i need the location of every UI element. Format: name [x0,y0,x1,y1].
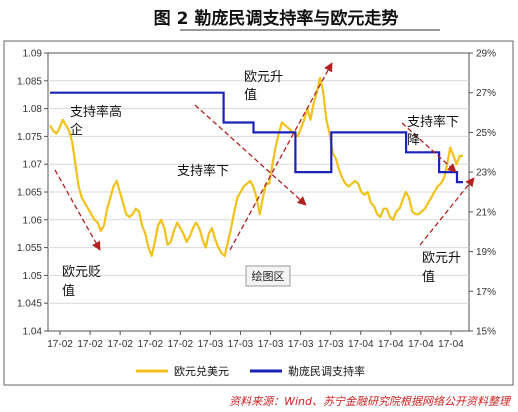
arrow-support-down-2 [401,122,457,173]
legend-support-label: 勒庞民调支持率 [288,364,365,378]
x-tick-label: 17-03 [288,339,314,350]
gridlines [48,80,469,304]
annotation-support-high: 支持率高 企 [70,104,126,138]
left-tick-label: 1.07 [23,160,43,171]
x-tick-label: 17-04 [348,339,374,350]
left-tick-label: 1.065 [17,188,42,199]
annotations: 支持率高 企 欧元贬 值 支持率下 欧元升 值 支持率下 降 欧元升 值 [62,70,465,299]
x-tick-label: 17-02 [168,339,194,350]
x-tick-label: 17-02 [137,339,163,350]
right-axis-ticks: 15% 17% 19% 21% 23% 25% 27% 29% [469,49,496,338]
plot-area-tag-label: 绘图区 [252,269,285,283]
chart-border [3,40,514,386]
left-tick-label: 1.06 [23,215,43,226]
left-tick-label: 1.045 [17,299,42,310]
annotation-support-decline-2: 支持率下 降 [407,114,463,148]
legend-eurusd-label: 欧元兑美元 [174,364,229,378]
eurusd-line [49,76,463,257]
left-tick-label: 1.055 [17,243,42,254]
series-support-rate [50,91,463,184]
x-tick-label: 17-03 [228,339,254,350]
x-tick-label: 17-04 [378,339,404,350]
right-tick-label: 17% [476,287,496,298]
right-tick-label: 27% [476,88,496,99]
x-tick-label: 17-03 [258,339,284,350]
x-tick-label: 17-03 [198,339,224,350]
x-tick-label: 17-02 [107,339,133,350]
left-tick-label: 1.085 [17,76,42,87]
right-tick-label: 19% [476,247,496,258]
left-tick-label: 1.05 [23,271,43,282]
left-tick-label: 1.04 [23,327,43,338]
left-tick-label: 1.075 [17,132,42,143]
chart-title: 图 2 勒庞民调支持率与欧元走势 [154,8,399,29]
arrow-euro-down-1 [54,169,101,251]
x-axis-ticks: 17-02 17-02 17-02 17-02 17-02 17-03 17-03 17-03… [47,331,464,350]
left-tick-label: 1.08 [23,104,43,115]
x-tick-label: 17-02 [47,339,73,350]
annotation-support-decline-1: 支持率下 [177,163,229,179]
right-tick-label: 25% [476,128,496,139]
series-eurusd [49,76,463,257]
x-tick-label: 17-02 [77,339,103,350]
arrow-support-down-1 [194,104,307,206]
left-axis-ticks: 1.04 1.045 1.05 1.055 1.06 1.065 1.07 1.075 1.08… [17,49,48,338]
right-tick-label: 21% [476,207,496,218]
trend-arrows [54,62,475,251]
x-tick-label: 17-04 [408,339,434,350]
support-rate-line [50,91,463,184]
annotation-euro-appreciation-1: 欧元升 值 [244,70,287,103]
annotation-euro-depreciation: 欧元贬 值 [62,265,105,299]
arrow-euro-up-1 [229,62,333,251]
source-note: 资料来源：Wind、苏宁金融研究院根据网络公开资料整理 [229,395,512,408]
right-tick-label: 15% [476,327,496,338]
left-tick-label: 1.09 [23,49,43,60]
plot-area-tag: 绘图区 [245,265,291,287]
legend: 欧元兑美元 勒庞民调支持率 [136,364,365,378]
annotation-euro-appreciation-2: 欧元升 值 [422,251,465,285]
x-tick-label: 17-04 [438,339,464,350]
right-tick-label: 29% [476,49,496,60]
arrow-euro-up-2 [419,177,475,246]
right-tick-label: 23% [476,168,496,179]
x-tick-label: 17-03 [318,339,344,350]
